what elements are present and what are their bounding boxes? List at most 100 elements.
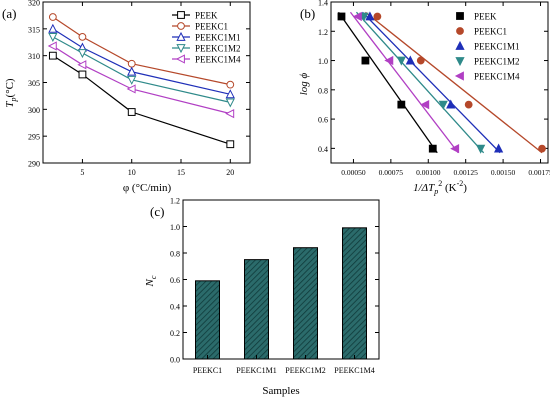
panel-a-x-tick-label: 20 [226, 168, 234, 177]
panel-b-legend-marker [454, 71, 464, 81]
panel-b-y-axis-label: log ϕ [298, 72, 310, 95]
panel-c-y-tick-label: 0.0 [170, 356, 180, 365]
panel-b-fit-line-peekc1m1 [361, 11, 501, 154]
panel-a-y-tick-label: 310 [28, 52, 40, 61]
panel-a-point-peekc1m1 [225, 89, 235, 99]
panel-b-x-axis-label-sub: p [433, 187, 438, 196]
panel-b-legend-label: PEEKC1M1 [474, 42, 520, 52]
panel-a-legend-marker [175, 54, 185, 64]
panel-b-point-peekc1m2 [359, 12, 369, 22]
panel-a-point-peek [127, 108, 136, 116]
panel-b-y-tick-label: 0.8 [318, 86, 328, 95]
panel-a-x-ticks: 5 10 15 20 [80, 2, 234, 177]
panel-a-series-line-peekc1m2 [52, 36, 231, 103]
panel-a-legend-label: PEEK [195, 11, 218, 21]
panel-c-label: (c) [150, 204, 164, 219]
panel-b-point-peekc1m2 [476, 144, 486, 154]
panel-c-y-axis-label-sub: c [149, 275, 158, 279]
panel-a-legend-label: PEEKC1M4 [195, 55, 241, 65]
panel-b-legend-label: PEEK [474, 12, 497, 22]
panel-b-point-peekc1 [416, 56, 425, 65]
panel-b-legend-label: PEEKC1M4 [474, 72, 520, 82]
panel-b-point-peekc1m1 [446, 99, 456, 109]
panel-b-fit-line-peekc1 [365, 11, 543, 154]
panel-a-legend-marker [177, 11, 185, 19]
panel-c-x-tick-label: PEEKC1 [193, 366, 222, 375]
panel-b-point-peek [428, 144, 437, 153]
panel-a-y-axis-label-sub: p [9, 97, 18, 102]
panel-b-fit-line-peek [337, 11, 438, 154]
panel-c-y-ticks: 0.0 0.2 0.4 0.6 0.8 1.0 1.2 [170, 197, 379, 365]
panel-b-point-peek [361, 56, 370, 65]
panel-a-y-tick-label: 315 [28, 25, 40, 34]
panel-b-label: (b) [300, 6, 315, 21]
panel-a-point-peekc1m2 [127, 75, 137, 85]
panel-a-point-peekc1m2 [225, 98, 235, 108]
panel-c-x-ticks: PEEKC1 PEEKC1M1 PEEKC1M2 PEEKC1M4 [193, 355, 375, 375]
panel-a-legend-label: PEEKC1M2 [195, 44, 241, 54]
panel-a-point-peekc1m4 [126, 84, 136, 94]
panel-c-y-tick-label: 1.0 [170, 223, 180, 232]
panel-c-x-tick-label: PEEKC1M2 [285, 366, 325, 375]
panel-b-point-peekc1 [373, 12, 382, 21]
panel-a-point-peekc1 [226, 80, 235, 89]
panel-a-series-line-peekc1m4 [52, 45, 231, 115]
panel-c-y-axis-label: Nc [144, 275, 158, 287]
panel-b-legend-marker [455, 40, 465, 50]
panel-b-point-peekc1m1 [365, 11, 375, 21]
panel-b-legend-label: PEEKC1M2 [474, 57, 520, 67]
panel-a-point-peekc1m2 [77, 49, 88, 59]
panel-c-y-tick-label: 0.4 [170, 303, 180, 312]
panel-a-x-tick-label: 5 [80, 168, 84, 177]
panel-b-y-tick-label: 0.6 [318, 116, 328, 125]
panel-c-x-tick-label: PEEKC1M1 [236, 366, 276, 375]
panel-b-point-peekc1 [538, 144, 546, 153]
panel-a-label: (a) [2, 6, 16, 21]
panel-b-x-tick-label: 0.00175 [528, 168, 550, 177]
panel-b-legend-marker [456, 12, 464, 20]
panel-b-y-tick-label: 1.4 [318, 0, 328, 8]
panel-b-point-peek [397, 100, 406, 109]
panel-b-plot-frame [330, 1, 549, 164]
panel-a-y-tick-label: 320 [28, 0, 40, 8]
panel-a-legend-marker [177, 22, 185, 30]
panel-a-y-axis-label: Tp(°C) [4, 78, 18, 108]
panel-c-bar-peekc1 [195, 280, 220, 360]
panel-c-bar-peekc1m1 [244, 259, 269, 360]
panel-b-point-peekc1m2 [438, 100, 448, 110]
panel-a-x-tick-label: 15 [177, 168, 185, 177]
panel-a-x-axis-label: φ (°C/min) [123, 182, 172, 194]
panel-b-y-ticks: 0.4 0.6 0.8 1.0 1.2 1.4 [318, 0, 548, 154]
panel-a-legend-marker [176, 44, 186, 54]
panel-a-y-tick-label: 300 [28, 106, 40, 115]
panel-a-point-peek [226, 140, 235, 149]
panel-b-x-axis-label-close: ) [463, 182, 467, 194]
panel-a-point-peek [48, 51, 57, 60]
panel-a-y-ticks: 290 295 300 305 310 315 320 [28, 0, 250, 169]
panel-c-bar-peekc1m2 [293, 247, 318, 360]
panel-a-x-tick-label: 10 [128, 168, 136, 177]
panel-a-y-axis-label-unit: (°C) [4, 78, 16, 97]
panel-c: (c) 0.0 0.2 0.4 0.6 0.8 1.0 1.2 PEEKC1 PEEKC1M1… [144, 197, 380, 397]
panel-a-series-line-peekc1m1 [52, 28, 231, 95]
panel-b-fit-line-peekc1m4 [349, 11, 459, 154]
panel-a-legend-marker [176, 31, 186, 41]
panel-b-x-axis-label-sup: 2 [438, 179, 442, 188]
panel-b-x-tick-label: 0.00100 [416, 168, 441, 177]
panel-b-legend-marker [455, 57, 465, 67]
panel-c-bars [195, 227, 367, 360]
panel-a-series-line-peekc1 [52, 16, 231, 86]
panel-b-point-peekc1m4 [352, 11, 362, 22]
panel-c-x-axis-label: Samples [262, 385, 299, 397]
panel-a-legend-label: PEEKC1 [195, 22, 228, 32]
panel-b-point-peekc1m4 [450, 144, 460, 154]
panel-a-point-peekc1 [78, 32, 87, 41]
panel-b-x-ticks: 0.00050 0.00075 0.00100 0.00125 0.00150 0.001… [341, 2, 550, 177]
panel-b-point-peekc1 [464, 100, 473, 109]
panel-b-point-peekc1m4 [384, 55, 394, 66]
panel-b-legend: PEEK PEEKC1 PEEKC1M1 PEEKC1M2 PEEKC1M4 [454, 12, 520, 82]
panel-b: (b) 0.40.60.81.01.21.4 0.00050 0.00075 0.0… [298, 0, 550, 196]
panel-a-point-peek [78, 70, 87, 79]
